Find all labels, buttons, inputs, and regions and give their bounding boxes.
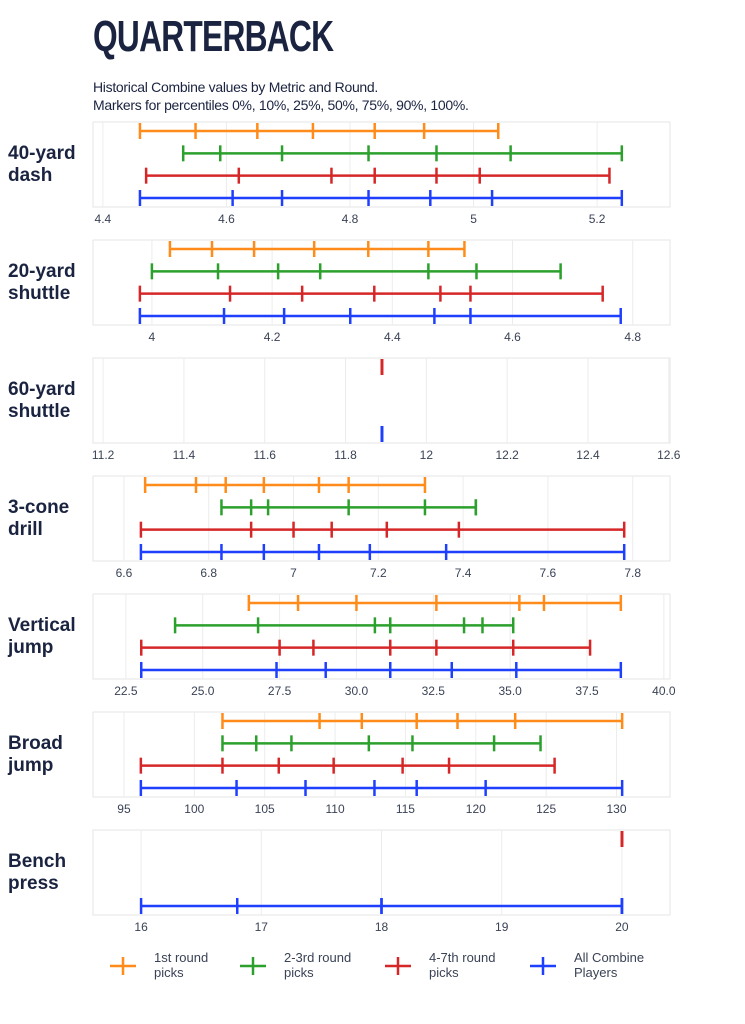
panel-label: Bench press	[8, 850, 67, 894]
x-tick-label: 17	[255, 920, 269, 934]
x-tick-label: 27.5	[268, 684, 292, 698]
legend-label: All Combine Players	[574, 950, 645, 980]
x-tick-label: 11.2	[92, 448, 115, 462]
x-tick-label: 6.8	[200, 566, 217, 580]
panel-frame	[92, 121, 671, 208]
panel-label: Broad jump	[8, 732, 63, 776]
x-tick-label: 32.5	[422, 684, 446, 698]
x-tick-label: 4	[149, 330, 156, 344]
x-tick-label: 7.6	[540, 566, 557, 580]
legend-label: 2-3rd round picks	[284, 950, 352, 980]
panel-label: 40-yard dash	[8, 142, 76, 186]
panel-frame	[92, 357, 671, 444]
x-tick-label: 120	[466, 802, 486, 816]
x-tick-label: 7.8	[624, 566, 641, 580]
subtitle: Markers for percentiles 0%, 10%, 25%, 50…	[93, 97, 469, 113]
x-tick-label: 7.2	[370, 566, 387, 580]
panel-frame	[92, 475, 671, 562]
x-tick-label: 40.0	[652, 684, 676, 698]
x-tick-label: 100	[184, 802, 204, 816]
panel-label: 3-cone drill	[8, 496, 70, 540]
x-tick-label: 115	[396, 802, 415, 816]
page-title: QUARTERBACK	[93, 12, 334, 61]
x-tick-label: 25.0	[191, 684, 215, 698]
x-tick-label: 95	[117, 802, 131, 816]
x-tick-label: 4.2	[264, 330, 281, 344]
x-tick-label: 16	[134, 920, 148, 934]
x-tick-label: 125	[536, 802, 556, 816]
x-tick-label: 4.4	[384, 330, 401, 344]
x-tick-label: 7.4	[455, 566, 472, 580]
legend-label: 4-7th round picks	[429, 950, 496, 980]
x-tick-label: 20	[615, 920, 629, 934]
panel-frame	[92, 711, 671, 798]
panel-label: 60-yard shuttle	[8, 378, 76, 422]
x-tick-label: 5.2	[589, 212, 606, 226]
panel-frame	[92, 593, 671, 680]
x-tick-label: 110	[325, 802, 344, 816]
x-tick-label: 11.4	[173, 448, 196, 462]
x-tick-label: 18	[375, 920, 389, 934]
panel-frame	[92, 239, 671, 326]
x-tick-label: 6.6	[116, 566, 133, 580]
x-tick-label: 12	[420, 448, 434, 462]
x-tick-label: 12.6	[657, 448, 681, 462]
x-tick-label: 12.4	[576, 448, 600, 462]
x-tick-label: 4.8	[342, 212, 359, 226]
panel-label: Vertical jump	[8, 614, 76, 658]
panel-label: 20-yard shuttle	[8, 260, 76, 304]
x-tick-label: 7	[290, 566, 297, 580]
x-tick-label: 19	[495, 920, 509, 934]
x-tick-label: 105	[255, 802, 275, 816]
x-tick-label: 4.8	[624, 330, 641, 344]
x-tick-label: 35.0	[498, 684, 522, 698]
x-tick-label: 4.6	[504, 330, 521, 344]
x-tick-label: 130	[607, 802, 627, 816]
x-tick-label: 22.5	[114, 684, 138, 698]
x-tick-label: 12.2	[495, 448, 519, 462]
x-tick-label: 11.8	[334, 448, 357, 462]
x-tick-label: 30.0	[345, 684, 369, 698]
x-tick-label: 11.6	[253, 448, 276, 462]
legend-label: 1st round picks	[154, 950, 209, 980]
x-tick-label: 4.6	[218, 212, 235, 226]
subtitle: Historical Combine values by Metric and …	[93, 79, 378, 95]
x-tick-label: 5	[470, 212, 477, 226]
x-tick-label: 4.4	[95, 212, 112, 226]
x-tick-label: 37.5	[575, 684, 599, 698]
